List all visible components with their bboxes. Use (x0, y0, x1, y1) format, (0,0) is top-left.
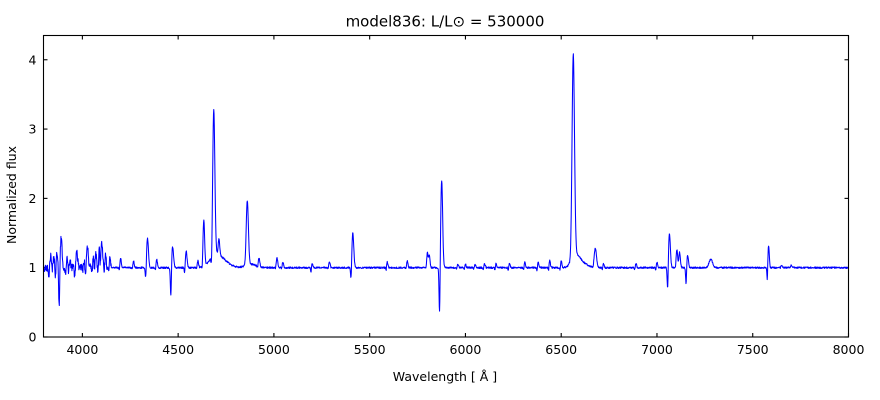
x-tick-label: 5000 (258, 342, 290, 357)
plot-frame (42, 34, 850, 338)
spectrum-line (44, 53, 848, 312)
x-tick-label: 4000 (66, 342, 98, 357)
y-tick-label: 0 (29, 330, 37, 345)
y-axis-label: Normalized flux (4, 146, 19, 244)
y-tick-label: 4 (29, 52, 37, 67)
y-axis-ticks: 0 1 2 3 4 (29, 52, 849, 345)
x-tick-label: 4500 (162, 342, 194, 357)
x-tick-label: 8000 (833, 342, 865, 357)
x-tick-label: 6500 (545, 342, 577, 357)
y-tick-label: 1 (29, 260, 37, 275)
x-tick-label: 7000 (641, 342, 673, 357)
x-tick-label: 7500 (737, 342, 769, 357)
x-tick-label: 6000 (450, 342, 482, 357)
y-tick-label: 2 (29, 191, 37, 206)
x-axis-label: Wavelength [ Å ] (393, 369, 497, 384)
y-tick-label: 3 (29, 122, 37, 137)
x-axis-ticks: 4000 4500 5000 5500 6000 6500 7000 7500 8000 (66, 35, 865, 357)
x-tick-label: 5500 (354, 342, 386, 357)
plot-title: model836: L/L⊙ = 530000 (346, 13, 545, 31)
